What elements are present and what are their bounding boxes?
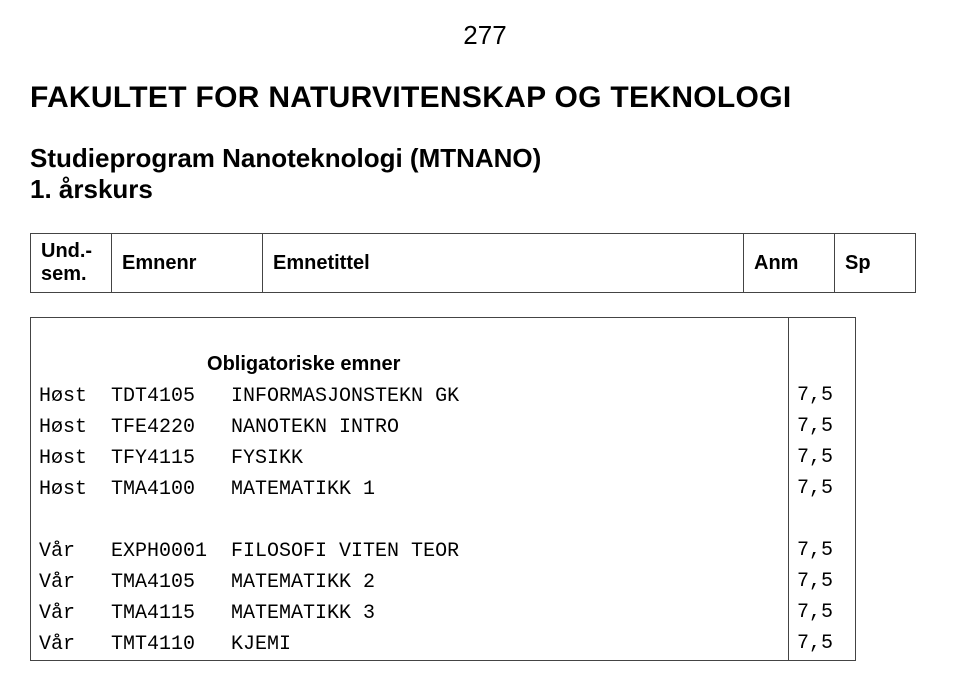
col-anm: Anm [744,234,835,293]
page-title: FAKULTET FOR NATURVITENSKAP OG TEKNOLOGI [30,81,940,115]
course-list: Obligatoriske emner Høst TDT4105 INFORMA… [31,318,788,660]
col-emnetittel: Emnetittel [263,234,744,293]
page-number: 277 [30,20,940,51]
col-und-sem: Und.-sem. [31,234,112,293]
course-table: Obligatoriske emner Høst TDT4105 INFORMA… [30,317,856,661]
program-title: Studieprogram Nanoteknologi (MTNANO) 1. … [30,143,940,205]
subtitle-text: Studieprogram Nanoteknologi (MTNANO) [30,143,541,173]
header-row: Und.-sem. Emnenr Emnetittel Anm Sp [30,233,916,293]
col-sp: Sp [835,234,916,293]
sp-list: 7,5 7,5 7,5 7,5 7,5 7,5 7,5 7,5 [789,318,855,659]
year-line: 1. årskurs [30,174,153,204]
col-emnenr: Emnenr [112,234,263,293]
